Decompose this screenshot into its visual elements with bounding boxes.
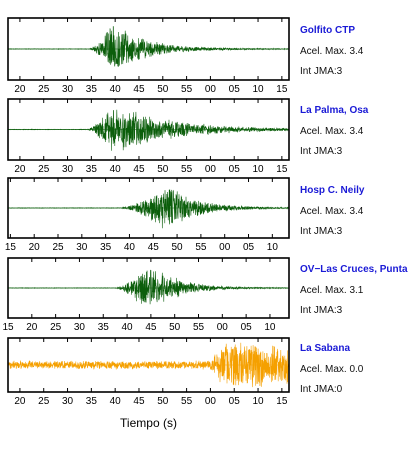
x-tick-label: 40 <box>124 242 136 253</box>
x-tick-label: 10 <box>252 164 264 175</box>
station-name: Golfito CTP <box>300 25 355 36</box>
x-tick-label: 25 <box>38 84 50 95</box>
x-tick-label: 55 <box>181 84 193 95</box>
station-name: Hosp C. Neily <box>300 185 365 196</box>
waveform-trace <box>7 342 290 388</box>
station-info-3: Hosp C. Neily Acel. Max. 3.4 Int JMA:3 <box>300 185 408 239</box>
x-tick-label: 20 <box>14 84 26 95</box>
int-jma-text: Int JMA:3 <box>300 226 343 237</box>
station-info-4: OV−Las Cruces, Puntar Acel. Max. 3.1 Int J… <box>300 264 408 318</box>
acel-max-text: Acel. Max. 3.4 <box>300 46 364 57</box>
station-name: OV−Las Cruces, Puntar <box>300 264 408 275</box>
x-tick-label: 30 <box>76 242 88 253</box>
x-tick-label: 45 <box>133 84 145 95</box>
plot-frame <box>7 257 290 319</box>
plot-frame <box>7 337 290 393</box>
x-tick-label: 45 <box>145 322 157 333</box>
x-tick-label: 50 <box>157 396 169 407</box>
x-tick-label: 55 <box>195 242 207 253</box>
acel-max-text: Acel. Max. 3.4 <box>300 126 364 137</box>
x-tick-label: 20 <box>14 396 26 407</box>
station-info-2: La Palma, Osa Acel. Max. 3.4 Int JMA:3 <box>300 105 408 159</box>
x-tick-label: 55 <box>181 164 193 175</box>
plot-frame <box>7 98 290 161</box>
x-tick-label: 55 <box>181 396 193 407</box>
x-tick-label: 25 <box>50 322 62 333</box>
panel-5: 20 25 30 35 40 45 50 55 00 05 10 15 <box>7 337 290 407</box>
x-tick-label: 40 <box>110 164 122 175</box>
waveform-trace <box>7 189 290 229</box>
x-tick-label: 30 <box>62 84 74 95</box>
int-jma-text: Int JMA:3 <box>300 146 343 157</box>
x-tick-label: 40 <box>110 84 122 95</box>
x-tick-label: 25 <box>38 396 50 407</box>
panel-3: 15 20 25 30 35 40 45 50 55 00 05 10 <box>5 177 290 253</box>
x-tick-label: 20 <box>14 164 26 175</box>
x-tick-label: 15 <box>276 84 288 95</box>
x-tick-label: 05 <box>229 396 241 407</box>
panel-2: 20 25 30 35 40 45 50 55 00 05 10 15 <box>7 98 290 175</box>
station-info-1: Golfito CTP Acel. Max. 3.4 Int JMA:3 <box>300 25 408 79</box>
x-tick-label: 35 <box>100 242 112 253</box>
x-tick-label: 05 <box>229 84 241 95</box>
x-axis-title: Tiempo (s) <box>120 416 177 430</box>
x-tick-label: 55 <box>193 322 205 333</box>
x-tick-label: 00 <box>205 164 217 175</box>
x-tick-label: 30 <box>62 164 74 175</box>
x-tick-label: 05 <box>241 322 253 333</box>
acel-max-text: Acel. Max. 0.0 <box>300 364 364 375</box>
x-tick-label: 45 <box>133 396 145 407</box>
plot-frame <box>7 177 290 239</box>
x-tick-label: 35 <box>86 84 98 95</box>
x-tick-label: 35 <box>86 396 98 407</box>
x-tick-label: 10 <box>252 84 264 95</box>
x-tick-label: 15 <box>2 322 14 333</box>
x-tick-label: 30 <box>74 322 86 333</box>
x-tick-label: 10 <box>264 322 276 333</box>
x-tick-label: 30 <box>62 396 74 407</box>
x-tick-label: 50 <box>172 242 184 253</box>
plot-frame <box>7 17 290 81</box>
x-tick-label: 20 <box>26 322 38 333</box>
x-tick-label: 00 <box>219 242 231 253</box>
x-tick-label: 25 <box>52 242 64 253</box>
x-tick-label: 00 <box>205 84 217 95</box>
x-tick-label: 40 <box>122 322 134 333</box>
panel-4: 15 20 25 30 35 40 45 50 55 00 05 10 <box>2 257 290 333</box>
int-jma-text: Int JMA:0 <box>300 384 343 395</box>
waveform-trace <box>7 109 290 151</box>
x-tick-label: 10 <box>252 396 264 407</box>
x-tick-label: 10 <box>267 242 279 253</box>
x-tick-label: 20 <box>29 242 41 253</box>
panel-1: 20 25 30 35 40 45 50 55 00 05 10 15 <box>7 17 290 95</box>
x-tick-label: 15 <box>5 242 17 253</box>
x-tick-label: 00 <box>205 396 217 407</box>
station-name: La Sabana <box>300 343 351 354</box>
x-tick-label: 40 <box>110 396 122 407</box>
x-tick-label: 50 <box>169 322 181 333</box>
acel-max-text: Acel. Max. 3.1 <box>300 285 364 296</box>
x-tick-label: 45 <box>133 164 145 175</box>
station-name: La Palma, Osa <box>300 105 369 116</box>
x-tick-label: 05 <box>229 164 241 175</box>
x-tick-label: 50 <box>157 84 169 95</box>
station-info-5: La Sabana Acel. Max. 0.0 Int JMA:0 <box>300 343 408 397</box>
acel-max-text: Acel. Max. 3.4 <box>300 206 364 217</box>
x-tick-label: 05 <box>243 242 255 253</box>
x-tick-label: 35 <box>86 164 98 175</box>
x-tick-label: 15 <box>276 396 288 407</box>
x-tick-label: 45 <box>148 242 160 253</box>
int-jma-text: Int JMA:3 <box>300 66 343 77</box>
x-tick-label: 50 <box>157 164 169 175</box>
x-tick-label: 25 <box>38 164 50 175</box>
x-tick-label: 15 <box>276 164 288 175</box>
x-tick-label: 00 <box>217 322 229 333</box>
x-tick-label: 35 <box>98 322 110 333</box>
int-jma-text: Int JMA:3 <box>300 305 343 316</box>
waveform-trace <box>7 26 290 67</box>
waveform-trace <box>7 269 290 305</box>
